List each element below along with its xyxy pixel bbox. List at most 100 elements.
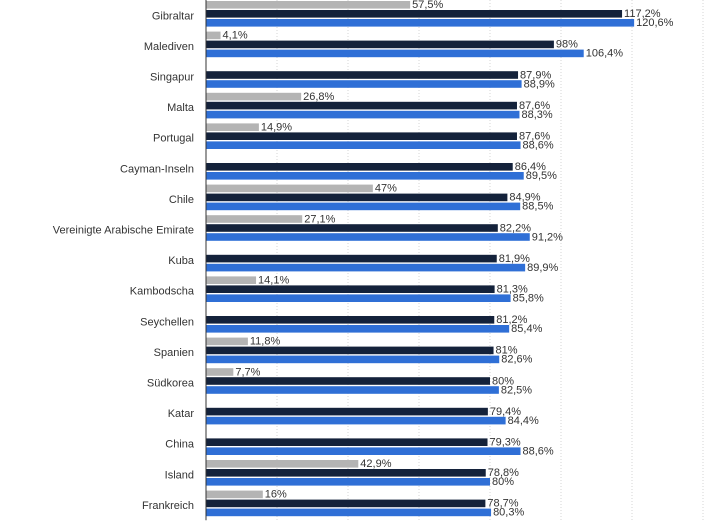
bar [206, 294, 511, 302]
bar [206, 172, 524, 180]
bar [206, 346, 494, 355]
data-label: 89,9% [527, 262, 558, 274]
bar [206, 337, 248, 346]
bar [206, 368, 234, 376]
data-label: 80,3% [493, 507, 524, 519]
bar [206, 141, 521, 149]
category-label: Cayman-Inseln [120, 163, 194, 175]
data-label: 87,6% [519, 100, 550, 112]
bar [206, 416, 506, 425]
data-label: 88,3% [521, 109, 552, 121]
data-label: 78,7% [487, 498, 518, 510]
data-label: 11,8% [250, 336, 281, 348]
bar [206, 469, 486, 477]
bar [206, 184, 373, 193]
bar [206, 31, 221, 40]
category-label: Portugal [153, 133, 194, 145]
data-label: 120,6% [636, 17, 674, 29]
category-label: Vereinigte Arabische Emirate [53, 225, 194, 237]
data-label: 82,2% [500, 222, 531, 234]
category-label: Südkorea [147, 378, 195, 390]
category-label: Gibraltar [152, 10, 195, 22]
category-label: Singapur [150, 72, 194, 84]
bar [206, 316, 495, 324]
data-label: 81,9% [499, 253, 530, 265]
data-label: 81% [496, 345, 518, 357]
data-label: 87,9% [520, 69, 551, 81]
data-label: 78,8% [488, 467, 519, 479]
bar [206, 202, 521, 211]
bar [206, 193, 508, 202]
data-label: 88,6% [523, 446, 554, 458]
bar [206, 215, 303, 223]
bar [206, 132, 517, 140]
data-label: 85,4% [511, 323, 542, 335]
data-label: 117,2% [624, 8, 661, 20]
data-label: 106,4% [586, 48, 624, 60]
bar [206, 233, 530, 241]
data-label: 14,9% [261, 122, 292, 134]
data-label: 84,4% [508, 415, 539, 427]
data-label: 14,1% [258, 275, 289, 287]
data-label: 82,5% [501, 384, 532, 396]
category-label: Kuba [168, 255, 195, 267]
bar [206, 224, 498, 232]
data-label: 27,1% [304, 213, 335, 225]
bar [206, 80, 522, 88]
category-labels: Gibraltar Malediven Singapur Malta Portugal C… [53, 10, 195, 512]
bar [206, 438, 488, 446]
bar [206, 163, 513, 171]
data-label: 79,3% [490, 437, 521, 449]
data-label: 80% [492, 476, 514, 488]
category-label: Island [165, 469, 194, 481]
bar [206, 254, 497, 263]
data-label: 88,6% [523, 140, 554, 152]
category-label: Malta [167, 102, 195, 114]
category-label: Kambodscha [130, 286, 195, 298]
bar [206, 407, 488, 416]
data-label: 88,9% [524, 78, 555, 90]
data-label: 86,4% [515, 161, 546, 173]
bar [206, 49, 584, 58]
data-label: 79,4% [490, 406, 521, 418]
data-label: 47% [375, 183, 397, 195]
bar [206, 460, 359, 468]
bar [206, 263, 526, 272]
bar [206, 71, 519, 79]
bar [206, 110, 520, 119]
value-labels: 57,5% 117,2%120,6% 4,1% 98% 106,4% 87,9%88,9%… [223, 0, 674, 519]
bar [206, 10, 623, 18]
data-label: 42,9% [360, 458, 391, 470]
bar [206, 92, 302, 101]
data-label: 57,5% [412, 0, 443, 11]
bar [206, 386, 499, 394]
category-label: Frankreich [142, 500, 194, 512]
category-label: Spanien [154, 347, 194, 359]
data-label: 82,6% [501, 354, 532, 366]
data-label: 80% [492, 375, 514, 387]
bar [206, 276, 257, 284]
bar [206, 1, 411, 9]
bar [206, 478, 490, 486]
data-label: 85,8% [513, 293, 544, 305]
category-label: Malediven [144, 41, 194, 53]
bar [206, 285, 495, 293]
bar [206, 325, 510, 333]
bar [206, 499, 486, 508]
bar [206, 447, 521, 455]
data-label: 4,1% [223, 30, 248, 42]
category-label: Chile [169, 194, 194, 206]
data-label: 81,2% [496, 314, 527, 326]
bar [206, 19, 635, 27]
data-label: 26,8% [303, 91, 334, 103]
category-label: Katar [168, 408, 195, 420]
bar [206, 377, 490, 385]
category-label: Seychellen [140, 316, 194, 328]
data-label: 89,5% [526, 170, 557, 182]
data-label: 16% [265, 489, 287, 501]
bar [206, 508, 492, 517]
data-label: 84,9% [509, 192, 540, 204]
data-label: 88,5% [522, 201, 553, 213]
data-label: 87,6% [519, 131, 550, 143]
